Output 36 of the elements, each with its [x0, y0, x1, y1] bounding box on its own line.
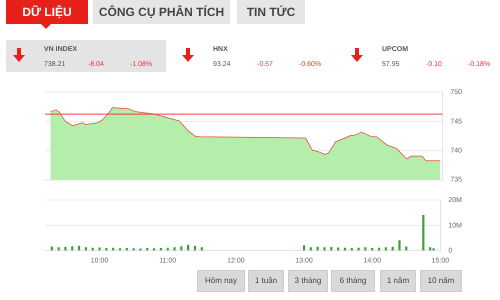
- bar: [166, 248, 169, 250]
- bar: [200, 247, 203, 250]
- bar: [337, 248, 340, 250]
- bar: [58, 247, 60, 250]
- bar: [64, 246, 67, 250]
- text: 1 tuần: [248, 270, 284, 292]
- text: 10 năm: [420, 270, 462, 292]
- bar: [323, 247, 326, 250]
- bar: [405, 246, 408, 250]
- bar: [302, 245, 306, 250]
- bar: [92, 248, 94, 250]
- bar: [50, 246, 53, 250]
- text: TIN TỨC: [237, 0, 305, 24]
- text: DỮ LIỆU: [6, 0, 88, 24]
- bar: [180, 246, 182, 250]
- bar: [429, 247, 432, 250]
- text: 3 tháng: [288, 270, 328, 292]
- bar: [194, 246, 196, 250]
- bar: [384, 247, 387, 250]
- bar: [173, 247, 176, 250]
- bar: [364, 247, 366, 250]
- text: Hôm nay: [197, 270, 245, 292]
- text: 6 tháng: [331, 270, 375, 292]
- bar: [310, 247, 312, 250]
- bar: [398, 240, 401, 250]
- bar: [71, 246, 74, 250]
- text: 1 năm: [380, 270, 416, 292]
- bar: [84, 247, 87, 250]
- bar: [316, 246, 319, 250]
- bar: [98, 248, 101, 250]
- bar: [78, 246, 80, 250]
- bar: [187, 244, 190, 250]
- bar: [330, 246, 332, 250]
- bar: [392, 246, 394, 250]
- bar: [422, 214, 424, 250]
- text: CÔNG CỤ PHÂN TÍCH: [93, 0, 230, 24]
